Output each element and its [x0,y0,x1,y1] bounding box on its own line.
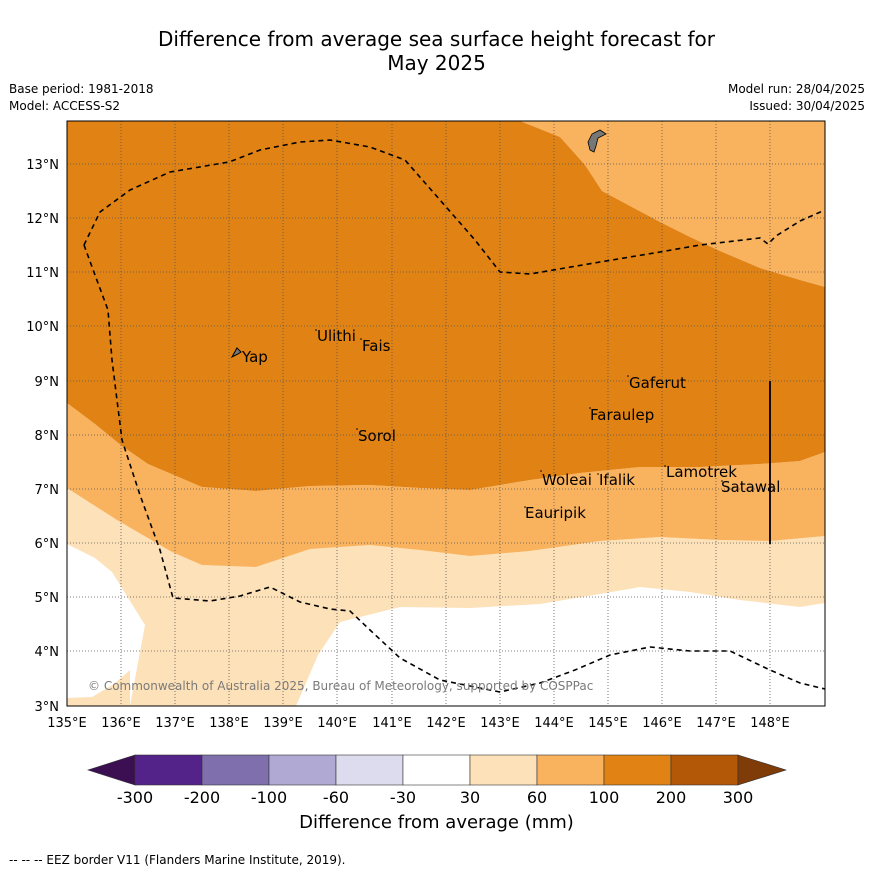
lon-tick: 136°E [101,716,141,731]
colorbar-swatch [134,754,203,786]
meta-right: Model run: 28/04/2025 Issued: 30/04/2025 [728,81,865,115]
place-label-sorol: Sorol [358,427,396,445]
graticule [67,121,825,706]
colorbar-title: Difference from average (mm) [299,812,574,833]
place-label-fais: Fais [362,337,391,355]
meta-left: Base period: 1981-2018 Model: ACCESS-S2 [9,81,154,115]
place-label-yap: Yap [241,348,268,366]
lon-tick: 137°E [155,716,195,731]
lon-tick: 135°E [47,716,87,731]
lon-tick: 145°E [588,716,628,731]
lat-tick: 9°N [35,375,60,390]
colorbar-tick-label: 30 [460,788,480,807]
colorbar-extend-low [87,754,136,786]
lon-tick: 140°E [317,716,357,731]
lat-tick-labels: 13°N 12°N 11°N 10°N 9°N 8°N 7°N 6°N 5°N … [26,158,59,715]
place-label-lamotrek: Lamotrek [666,463,737,481]
yap-island-icon [230,347,242,359]
lon-tick: 143°E [480,716,520,731]
lat-tick: 10°N [26,320,59,335]
lat-tick: 8°N [35,429,60,444]
lon-tick-labels: 135°E 136°E 137°E 138°E 139°E 140°E 141°… [47,716,790,731]
lat-tick: 6°N [35,537,60,552]
band-60-100-north [520,121,825,287]
anomaly-contours [67,121,825,706]
lon-tick: 148°E [750,716,790,731]
place-label-satawal: Satawal [721,478,780,496]
island-markers [315,329,723,508]
place-label-faraulep: Faraulep [590,406,654,424]
colorbar-swatch [335,754,404,786]
colorbar: -300 -200 -100 -60 -30 30 60 100 200 300 [87,754,788,807]
title-line-1: Difference from average sea surface heig… [157,27,716,51]
lat-tick: 7°N [35,483,60,498]
colorbar-tick-label: 60 [527,788,547,807]
eez-border [83,139,825,693]
model-run: Model run: 28/04/2025 [727,82,865,96]
lon-tick: 142°E [426,716,466,731]
copyright-text: © Commonwealth of Australia 2025, Bureau… [88,679,593,693]
place-label-gaferut: Gaferut [629,374,686,392]
place-label-woleai: Woleai [542,471,592,489]
model-name: Model: ACCESS-S2 [9,99,121,113]
lat-tick: 11°N [26,266,59,281]
colorbar-extend-high [737,754,788,786]
lat-tick: 4°N [35,645,60,660]
colorbar-tick-label: 100 [589,788,620,807]
place-label-eauripik: Eauripik [525,504,586,522]
base-period: Base period: 1981-2018 [9,82,154,96]
colorbar-swatch [670,754,739,786]
colorbar-tick-label: -200 [184,788,220,807]
lat-tick: 13°N [26,158,59,173]
place-labels: Ulithi Fais Yap Gaferut Faraulep Sorol L… [241,327,780,522]
band-30-60-corner [67,670,130,706]
place-label-ifalik: Ifalik [599,471,635,489]
guam-island-icon [587,129,607,153]
colorbar-tick-label: -60 [323,788,349,807]
colorbar-swatch [402,754,471,786]
colorbar-tick-label: -100 [251,788,287,807]
band-100-200 [67,121,825,491]
lat-tick: 12°N [26,212,59,227]
colorbar-tick-label: 200 [656,788,687,807]
colorbar-tick-label: -300 [117,788,153,807]
colorbar-tick-label: 300 [723,788,754,807]
lat-tick: 5°N [35,591,60,606]
lon-tick: 144°E [534,716,574,731]
title-line-2: May 2025 [387,51,486,75]
lon-tick: 138°E [209,716,249,731]
colorbar-swatch [603,754,672,786]
lat-tick: 3°N [35,700,60,715]
colorbar-swatch [469,754,538,786]
issued-date: Issued: 30/04/2025 [749,99,865,113]
lon-tick: 141°E [372,716,412,731]
place-label-ulithi: Ulithi [317,327,356,345]
colorbar-swatch [536,754,605,786]
colorbar-swatch [268,754,337,786]
figure-title: Difference from average sea surface heig… [0,27,873,75]
lon-tick: 146°E [642,716,682,731]
eez-legend-note: -- -- -- EEZ border V11 (Flanders Marine… [9,853,346,867]
band-60-100 [67,403,825,567]
colorbar-swatch [201,754,270,786]
lon-tick: 147°E [696,716,736,731]
colorbar-tick-label: -30 [390,788,416,807]
lon-tick: 139°E [263,716,303,731]
map-frame [66,120,826,707]
